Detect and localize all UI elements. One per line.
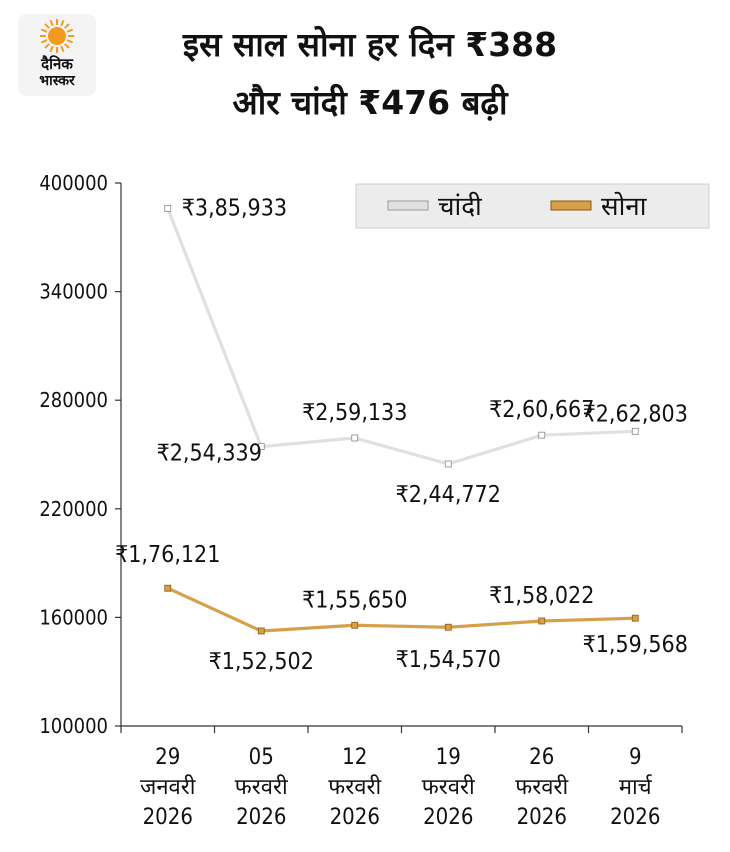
sun-ray bbox=[64, 23, 70, 29]
silver-data-label: ₹2,59,133 bbox=[302, 400, 407, 426]
sun-ray bbox=[60, 19, 65, 27]
x-tick-label: 2026 bbox=[143, 805, 193, 830]
silver-data-label: ₹2,44,772 bbox=[396, 482, 501, 508]
sun-ray bbox=[49, 19, 54, 27]
gold-data-label: ₹1,55,650 bbox=[302, 587, 407, 613]
silver-data-point bbox=[164, 205, 172, 212]
sun-icon bbox=[40, 19, 74, 53]
x-tick-label: मार्च bbox=[619, 774, 653, 800]
gold-data-point bbox=[631, 614, 639, 622]
silver-data-label: ₹3,85,933 bbox=[182, 195, 287, 221]
x-tick-label: 29 bbox=[155, 745, 180, 770]
legend-item-silver: चांदी bbox=[438, 191, 483, 222]
x-tick-label: 2026 bbox=[517, 805, 567, 830]
silver-data-label: ₹2,54,339 bbox=[157, 441, 262, 467]
chart-title-line-1: इस साल सोना हर दिन ₹388 bbox=[182, 25, 558, 64]
sun-ray bbox=[40, 28, 48, 33]
x-tick-label: 2026 bbox=[610, 805, 660, 830]
silver-data-point bbox=[631, 427, 639, 435]
sun-ray bbox=[60, 45, 65, 53]
x-tick-label: जनवरी bbox=[140, 774, 196, 800]
gold-data-label: ₹1,76,121 bbox=[115, 542, 220, 568]
silver-series-line bbox=[166, 207, 636, 466]
gold-data-point bbox=[351, 621, 359, 629]
x-tick-label: फरवरी bbox=[515, 774, 568, 800]
x-tick-label: फरवरी bbox=[235, 774, 288, 800]
y-tick-label: 340000 bbox=[39, 280, 108, 304]
y-tick-label: 220000 bbox=[39, 497, 108, 521]
x-tick-label: 05 bbox=[249, 745, 274, 770]
gold-data-point bbox=[538, 617, 546, 625]
silver-data-point bbox=[538, 431, 546, 439]
x-tick-label: फरवरी bbox=[422, 774, 475, 800]
brand-logo: दैनिक भास्कर bbox=[18, 14, 96, 96]
x-tick-label: 26 bbox=[529, 745, 554, 770]
gold-data-label: ₹1,59,568 bbox=[583, 632, 688, 658]
gold-data-label: ₹1,52,502 bbox=[209, 649, 314, 675]
sun-ray bbox=[66, 39, 74, 44]
legend-item-gold: सोना bbox=[601, 191, 648, 222]
gold-data-point bbox=[444, 623, 452, 631]
sun-ray bbox=[64, 43, 70, 49]
silver-data-point bbox=[351, 434, 359, 442]
logo-line-2: भास्कर bbox=[39, 73, 75, 89]
sun-ray bbox=[44, 43, 50, 49]
sun-ray bbox=[40, 39, 48, 44]
silver-data-point bbox=[257, 443, 265, 451]
gold-data-point bbox=[257, 627, 265, 635]
legend-swatch-gold bbox=[550, 200, 592, 211]
silver-data-label: ₹2,60,667 bbox=[489, 397, 594, 423]
chart-title-line-2: और चांदी ₹476 बढ़ी bbox=[232, 83, 508, 122]
y-tick-label: 280000 bbox=[39, 388, 108, 412]
x-tick-label: 19 bbox=[436, 745, 461, 770]
x-tick-label: 9 bbox=[629, 745, 642, 770]
y-tick-label: 160000 bbox=[39, 605, 108, 629]
gold-data-point bbox=[164, 584, 172, 592]
legend-swatch-silver bbox=[387, 200, 429, 211]
silver-data-label: ₹2,62,803 bbox=[583, 401, 688, 427]
logo-line-1: दैनिक bbox=[41, 55, 73, 73]
sun-ray bbox=[49, 45, 54, 53]
gold-data-label: ₹1,54,570 bbox=[396, 647, 501, 673]
y-tick-label: 400000 bbox=[39, 171, 108, 195]
gold-data-label: ₹1,58,022 bbox=[489, 583, 594, 609]
y-tick-label: 100000 bbox=[39, 714, 108, 738]
x-tick-label: 12 bbox=[342, 745, 367, 770]
x-tick-label: 2026 bbox=[236, 805, 286, 830]
x-tick-label: 2026 bbox=[423, 805, 473, 830]
sun-ray bbox=[44, 23, 50, 29]
gold-series-line bbox=[167, 586, 636, 633]
x-tick-label: 2026 bbox=[330, 805, 380, 830]
sun-ray bbox=[66, 28, 74, 33]
x-tick-label: फरवरी bbox=[328, 774, 381, 800]
silver-data-point bbox=[444, 460, 452, 468]
